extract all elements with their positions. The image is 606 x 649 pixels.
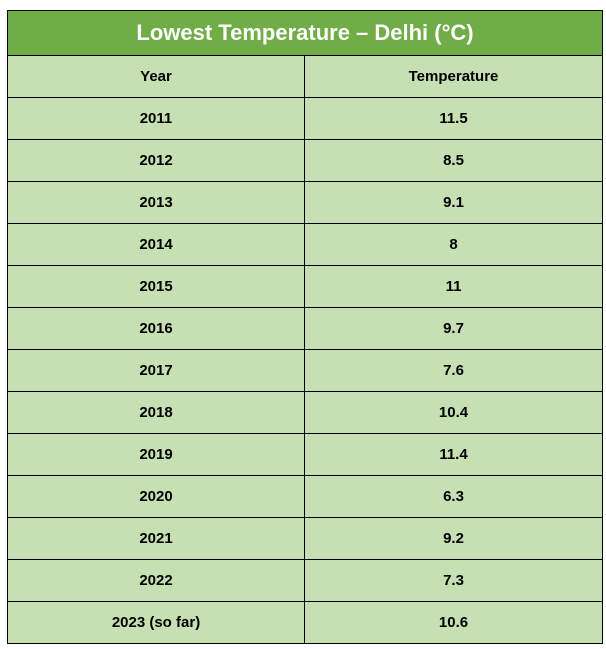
temperature-table-container: Lowest Temperature – Delhi (°C) Year Tem… — [6, 10, 604, 644]
table-row: 2018 10.4 — [7, 391, 604, 434]
temperature-cell: 10.6 — [303, 601, 604, 644]
temperature-cell: 7.3 — [303, 559, 604, 602]
temperature-cell: 7.6 — [303, 349, 604, 392]
year-cell: 2022 — [7, 559, 305, 602]
table-row: 2022 7.3 — [7, 559, 604, 602]
year-cell: 2014 — [7, 223, 305, 266]
temperature-cell: 9.2 — [303, 517, 604, 560]
temperature-cell: 8.5 — [303, 139, 604, 182]
table-row: 2020 6.3 — [7, 475, 604, 518]
table-title-row: Lowest Temperature – Delhi (°C) — [6, 10, 604, 56]
table-row: 2019 11.4 — [7, 433, 604, 476]
year-cell: 2015 — [7, 265, 305, 308]
temperature-cell: 8 — [303, 223, 604, 266]
column-header-temperature: Temperature — [303, 55, 604, 98]
table-row: 2014 8 — [7, 223, 604, 266]
table-row: 2011 11.5 — [7, 97, 604, 140]
temperature-cell: 11 — [303, 265, 604, 308]
year-cell: 2021 — [7, 517, 305, 560]
table-row: 2021 9.2 — [7, 517, 604, 560]
year-cell: 2023 (so far) — [7, 601, 305, 644]
table-title: Lowest Temperature – Delhi (°C) — [6, 10, 604, 56]
table-body: 2011 11.5 2012 8.5 2013 9.1 2014 8 2015 11 2016 9.7… — [7, 97, 604, 644]
temperature-cell: 9.1 — [303, 181, 604, 224]
temperature-cell: 6.3 — [303, 475, 604, 518]
table-row: 2017 7.6 — [7, 349, 604, 392]
temperature-cell: 11.5 — [303, 97, 604, 140]
year-cell: 2012 — [7, 139, 305, 182]
table-row: 2016 9.7 — [7, 307, 604, 350]
year-cell: 2017 — [7, 349, 305, 392]
column-header-year: Year — [7, 55, 305, 98]
year-cell: 2013 — [7, 181, 305, 224]
temperature-cell: 10.4 — [303, 391, 604, 434]
year-cell: 2019 — [7, 433, 305, 476]
header-row: Year Temperature — [7, 55, 604, 98]
temperature-cell: 9.7 — [303, 307, 604, 350]
year-cell: 2016 — [7, 307, 305, 350]
year-cell: 2011 — [7, 97, 305, 140]
temperature-table: Lowest Temperature – Delhi (°C) Year Tem… — [6, 10, 604, 644]
table-row: 2015 11 — [7, 265, 604, 308]
table-row: 2023 (so far) 10.6 — [7, 601, 604, 644]
table-row: 2012 8.5 — [7, 139, 604, 182]
year-cell: 2018 — [7, 391, 305, 434]
table-row: 2013 9.1 — [7, 181, 604, 224]
year-cell: 2020 — [7, 475, 305, 518]
temperature-cell: 11.4 — [303, 433, 604, 476]
